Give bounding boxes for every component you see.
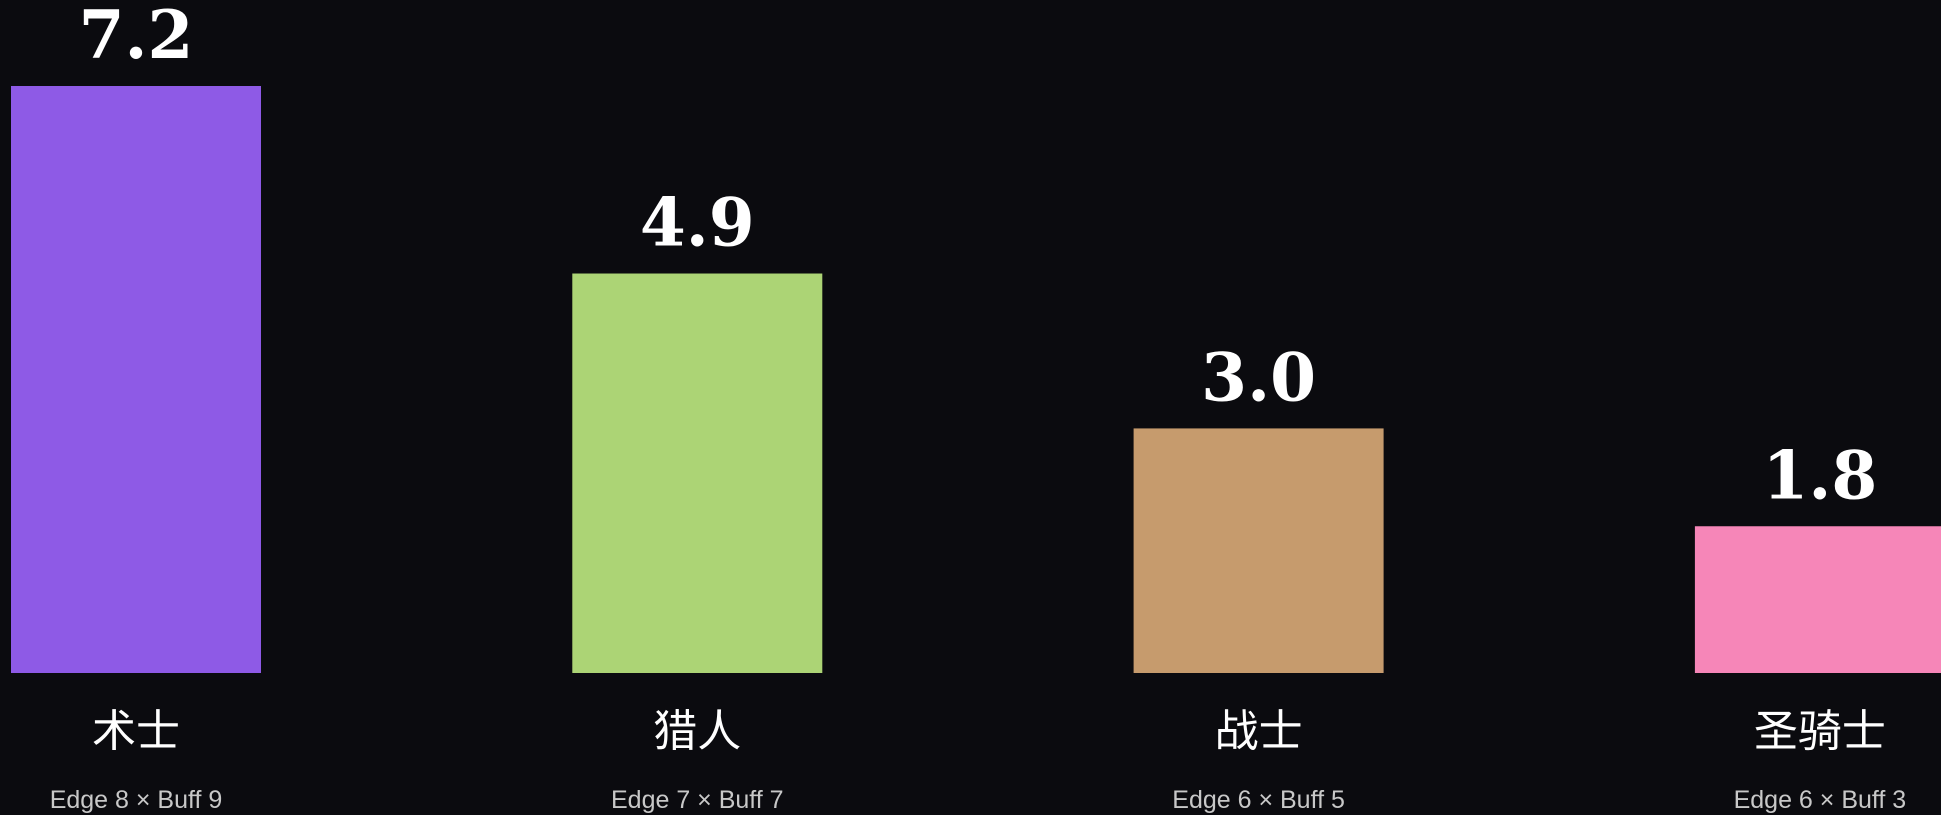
bar [1133, 428, 1384, 673]
bar [11, 86, 261, 673]
bar-value-label: 4.9 [640, 184, 755, 262]
category-label: 术士 [92, 706, 180, 757]
bar [1694, 526, 1941, 673]
category-label: 猎人 [653, 706, 741, 757]
category-sublabel: Edge 7 × Buff 7 [611, 786, 784, 814]
bar-value-label: 3.0 [1201, 338, 1316, 416]
bar-group: 3.0 战士 Edge 6 × Buff 5 [1133, 338, 1384, 814]
category-label: 战士 [1215, 706, 1303, 757]
bar [572, 273, 823, 673]
category-sublabel: Edge 8 × Buff 9 [50, 786, 223, 814]
bar-group: 4.9 猎人 Edge 7 × Buff 7 [572, 184, 823, 814]
bar-group: 1.8 圣骑士 Edge 6 × Buff 3 [1694, 436, 1941, 814]
category-label: 圣骑士 [1754, 706, 1886, 757]
bar-group: 7.2 术士 Edge 8 × Buff 9 [11, 0, 261, 814]
bar-value-label: 7.2 [79, 0, 194, 74]
bar-value-label: 1.8 [1762, 436, 1877, 514]
category-sublabel: Edge 6 × Buff 5 [1172, 786, 1345, 814]
category-sublabel: Edge 6 × Buff 3 [1734, 786, 1907, 814]
